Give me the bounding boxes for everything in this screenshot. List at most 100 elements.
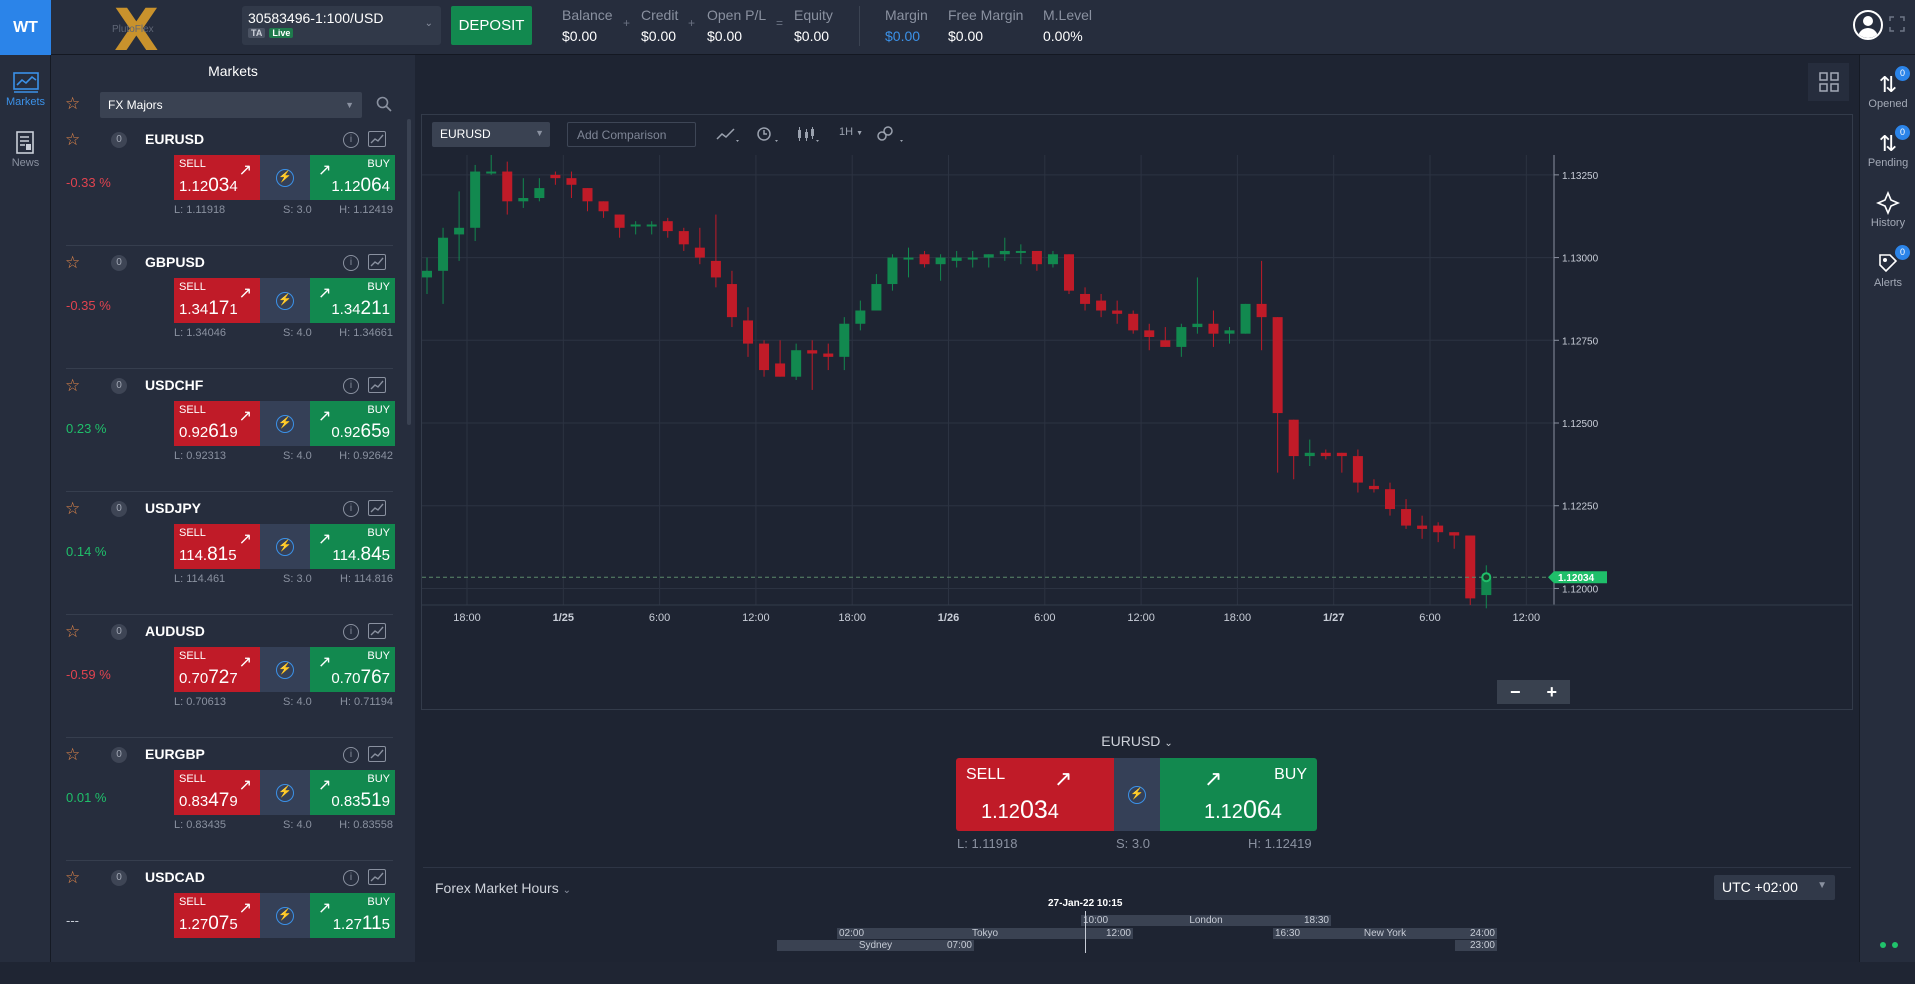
alarm-clock-icon[interactable]	[756, 126, 782, 145]
symbol-name: GBPUSD	[145, 254, 205, 270]
mini-chart-icon[interactable]	[368, 869, 386, 885]
market-row-audusd[interactable]: ☆ 0 AUDUSD i -0.59 % SELL ↗ 0.70727 ⚡ ↗ BUY 0.70767…	[51, 616, 395, 738]
nav-history[interactable]: History	[1860, 190, 1915, 229]
sell-button[interactable]: SELL ↗ 1.34171	[174, 278, 260, 323]
market-row-usdcad[interactable]: ☆ 0 USDCAD i --- SELL ↗ 1.27075 ⚡ ↗ BUY 1.27115	[51, 862, 395, 984]
one-click-trade-toggle[interactable]: ⚡	[260, 893, 310, 938]
indicators-icon[interactable]	[876, 126, 906, 145]
day-high: H: 1.34661	[339, 327, 393, 339]
buy-button[interactable]: ↗ BUY 1.12064	[310, 155, 395, 200]
one-click-trade-toggle[interactable]: ⚡	[260, 155, 310, 200]
buy-button[interactable]: ↗ BUY 0.70767	[310, 647, 395, 692]
nav-pending[interactable]: ⇅ Pending 0	[1860, 125, 1915, 169]
info-icon[interactable]: i	[343, 624, 359, 640]
mini-chart-icon[interactable]	[368, 377, 386, 393]
one-click-trade-toggle[interactable]: ⚡	[260, 647, 310, 692]
timezone-select[interactable]: UTC +02:00 ▼	[1714, 875, 1835, 900]
favorite-star-icon[interactable]: ☆	[65, 253, 81, 272]
sell-button[interactable]: SELL ↗ 1.27075	[174, 893, 260, 938]
market-row-gbpusd[interactable]: ☆ 0 GBPUSD i -0.35 % SELL ↗ 1.34171 ⚡ ↗ BUY 1.34211…	[51, 247, 395, 369]
zoom-in-button[interactable]: +	[1546, 681, 1557, 702]
candle-body	[1288, 419, 1299, 457]
buy-button[interactable]: ↗ BUY 0.92659	[310, 401, 395, 446]
buy-button[interactable]: ↗ BUY 114.845	[310, 524, 395, 569]
market-row-usdchf[interactable]: ☆ 0 USDCHF i 0.23 % SELL ↗ 0.92619 ⚡ ↗ BUY 0.92659 L…	[51, 370, 395, 492]
buy-button[interactable]: ↗ BUY 0.83519	[310, 770, 395, 815]
search-icon[interactable]	[375, 95, 395, 115]
buy-button[interactable]: ↗ BUY 1.12064	[1160, 758, 1317, 831]
chart-type-icon[interactable]	[716, 126, 742, 145]
add-comparison-input[interactable]: Add Comparison	[567, 122, 696, 147]
candlestick-icon[interactable]	[796, 126, 822, 145]
chart-container[interactable]: EURUSD ▼ Add Comparison 1H ▼ 1.13250 1.130…	[421, 114, 1853, 710]
nav-alerts[interactable]: Alerts 0	[1860, 245, 1915, 289]
sell-button[interactable]: SELL ↗ 114.815	[174, 524, 260, 569]
spread-value: S: 3.0	[283, 573, 312, 585]
nav-news[interactable]: News	[0, 131, 51, 169]
trade-symbol-select[interactable]: EURUSD ⌄	[1101, 733, 1173, 749]
market-row-eurgbp[interactable]: ☆ 0 EURGBP i 0.01 % SELL ↗ 0.83479 ⚡ ↗ BUY 0.83519 L…	[51, 739, 395, 861]
mini-chart-icon[interactable]	[368, 746, 386, 762]
position-count-badge: 0	[111, 378, 127, 394]
sell-button[interactable]: SELL ↗ 0.70727	[174, 647, 260, 692]
day-high: H: 1.12419	[1248, 836, 1312, 851]
info-icon[interactable]: i	[343, 132, 359, 148]
layout-grid-icon[interactable]	[1808, 63, 1849, 101]
deposit-button[interactable]: DEPOSIT	[451, 6, 532, 45]
divider	[859, 6, 860, 46]
spread-value: S: 3.0	[1116, 836, 1150, 851]
lightning-icon: ⚡	[276, 537, 294, 556]
info-icon[interactable]: i	[343, 378, 359, 394]
favorites-star-icon[interactable]: ☆	[65, 94, 81, 113]
info-icon[interactable]: i	[343, 870, 359, 886]
panel-scrollbar[interactable]	[407, 119, 411, 425]
sell-button[interactable]: SELL ↗ 0.92619	[174, 401, 260, 446]
sell-button[interactable]: SELL ↗ 0.83479	[174, 770, 260, 815]
position-count-badge: 0	[111, 870, 127, 886]
market-row-eurusd[interactable]: ☆ 0 EURUSD i -0.33 % SELL ↗ 1.12034 ⚡ ↗ BUY 1.12064…	[51, 124, 395, 246]
buy-button[interactable]: ↗ BUY 1.27115	[310, 893, 395, 938]
nav-markets[interactable]: Markets	[0, 72, 51, 108]
symbol-name: EURGBP	[145, 746, 205, 762]
mini-chart-icon[interactable]	[368, 254, 386, 270]
market-list-select[interactable]: FX Majors ▼	[100, 92, 362, 118]
market-row-usdjpy[interactable]: ☆ 0 USDJPY i 0.14 % SELL ↗ 114.815 ⚡ ↗ BUY 114.845 L…	[51, 493, 395, 615]
candle-body	[823, 353, 834, 357]
sell-button[interactable]: SELL ↗ 1.12034	[956, 758, 1114, 831]
info-icon[interactable]: i	[343, 501, 359, 517]
account-select[interactable]: 30583496-1:100/USD TA Live ⌄	[242, 6, 441, 45]
favorite-star-icon[interactable]: ☆	[65, 868, 81, 887]
one-click-trade-toggle[interactable]: ⚡	[1114, 758, 1160, 831]
zoom-out-button[interactable]: −	[1509, 681, 1521, 702]
favorite-star-icon[interactable]: ☆	[65, 622, 81, 641]
price-chart[interactable]: 1.13250 1.13000 1.12750 1.12500 1.12250 1.120…	[422, 155, 1852, 709]
mini-chart-icon[interactable]	[368, 623, 386, 639]
favorite-star-icon[interactable]: ☆	[65, 130, 81, 149]
favorite-star-icon[interactable]: ☆	[65, 745, 81, 764]
favorite-star-icon[interactable]: ☆	[65, 376, 81, 395]
user-avatar-icon[interactable]	[1853, 10, 1883, 40]
fullscreen-icon[interactable]	[1889, 16, 1907, 34]
nav-opened[interactable]: ⇅ Opened 0	[1860, 66, 1915, 110]
one-click-trade-toggle[interactable]: ⚡	[260, 524, 310, 569]
info-icon[interactable]: i	[343, 255, 359, 271]
daily-change: 0.14 %	[66, 544, 107, 559]
mini-chart-icon[interactable]	[368, 500, 386, 516]
app-logo[interactable]: WT	[0, 0, 51, 55]
info-icon[interactable]: i	[343, 747, 359, 763]
open-pl-stat: Open P/L $0.00	[707, 7, 767, 44]
one-click-trade-toggle[interactable]: ⚡	[260, 770, 310, 815]
one-click-trade-toggle[interactable]: ⚡	[260, 401, 310, 446]
account-number: 30583496-1:100/USD	[248, 10, 384, 26]
favorite-star-icon[interactable]: ☆	[65, 499, 81, 518]
one-click-trade-toggle[interactable]: ⚡	[260, 278, 310, 323]
candle-body	[630, 224, 641, 227]
buy-button[interactable]: ↗ BUY 1.34211	[310, 278, 395, 323]
spread-value: S: 4.0	[283, 819, 312, 831]
market-hours-toggle[interactable]: Forex Market Hours ⌄	[435, 880, 571, 896]
sell-button[interactable]: SELL ↗ 1.12034	[174, 155, 260, 200]
candle-body	[1160, 340, 1171, 347]
chart-symbol-select[interactable]: EURUSD ▼	[432, 122, 550, 147]
mini-chart-icon[interactable]	[368, 131, 386, 147]
timeframe-select[interactable]: 1H ▼	[839, 126, 864, 138]
